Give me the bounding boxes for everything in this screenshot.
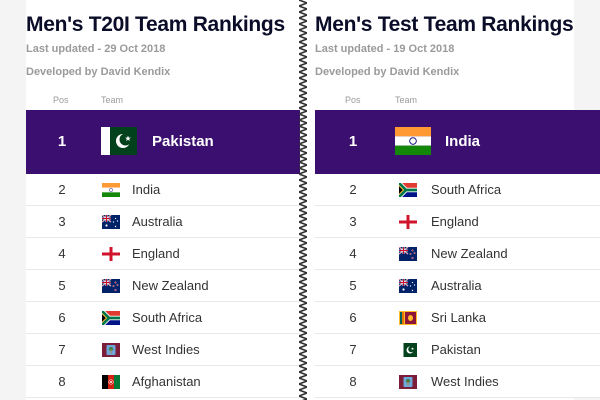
- pos-column-header: Pos: [53, 95, 69, 105]
- rank-position: 6: [349, 310, 357, 325]
- ranking-row[interactable]: 4 New Zealand: [315, 238, 600, 270]
- india-flag-icon: [102, 183, 120, 197]
- panel-divider: [299, 0, 307, 400]
- team-name: West Indies: [132, 342, 200, 357]
- rank-position: 7: [58, 342, 66, 357]
- team-name: England: [431, 214, 479, 229]
- ranking-row[interactable]: 4 England: [26, 238, 300, 270]
- team-name: Pakistan: [152, 133, 214, 150]
- team-name: India: [445, 133, 481, 150]
- south-africa-flag-icon: [397, 181, 417, 199]
- ranking-row[interactable]: 5 Australia: [315, 270, 600, 302]
- top-ranked-row[interactable]: 1 Pakistan: [26, 110, 300, 174]
- rank-position: 1: [57, 133, 67, 150]
- team-name: Afghanistan: [132, 374, 201, 389]
- team-name: West Indies: [431, 374, 499, 389]
- team-name: Australia: [132, 214, 183, 229]
- ranking-row[interactable]: 6 Sri Lanka: [315, 302, 600, 334]
- rank-position: 8: [349, 374, 357, 389]
- team-name: Australia: [431, 278, 482, 293]
- ranking-row[interactable]: 3 Australia: [26, 206, 300, 238]
- rank-position: 2: [349, 182, 357, 197]
- t20i-rankings-panel: Men's T20I Team Rankings Last updated - …: [0, 0, 300, 400]
- pos-column-header: Pos: [345, 95, 361, 105]
- team-name: Sri Lanka: [431, 310, 486, 325]
- team-column-header: Team: [395, 95, 418, 105]
- team-name: New Zealand: [132, 278, 209, 293]
- ranking-row[interactable]: 3 England: [315, 206, 600, 238]
- sri-lanka-flag-icon: [399, 311, 417, 325]
- west-indies-flag-icon: [102, 343, 120, 357]
- west-indies-flag-icon: [399, 375, 417, 389]
- rank-position: 4: [349, 246, 357, 261]
- england-flag-icon: [102, 247, 120, 261]
- rank-position: 3: [58, 214, 66, 229]
- last-updated: Last updated - 29 Oct 2018: [26, 43, 166, 55]
- south-africa-flag-icon: [100, 309, 120, 327]
- rank-position: 2: [58, 182, 66, 197]
- ranking-row[interactable]: 8 Afghanistan: [26, 366, 300, 398]
- developer-credit: Developed by David Kendix: [315, 66, 460, 78]
- pakistan-flag-icon: [399, 343, 417, 357]
- england-flag-icon: [399, 215, 417, 229]
- afghanistan-flag-icon: [102, 375, 120, 389]
- rank-position: 6: [58, 310, 66, 325]
- team-column-header: Team: [101, 95, 124, 105]
- last-updated: Last updated - 19 Oct 2018: [315, 43, 455, 55]
- australia-flag-icon: [101, 214, 120, 229]
- rank-position: 3: [349, 214, 357, 229]
- team-name: New Zealand: [431, 246, 508, 261]
- new-zealand-flag-icon: [398, 246, 417, 261]
- pakistan-flag-icon: [101, 127, 137, 155]
- team-name: South Africa: [132, 310, 203, 325]
- australia-flag-icon: [398, 278, 417, 293]
- india-flag-icon: [395, 127, 431, 155]
- rank-position: 5: [58, 278, 66, 293]
- top-ranked-row[interactable]: 1 India: [315, 110, 600, 174]
- rank-position: 5: [349, 278, 357, 293]
- ranking-row[interactable]: 8 West Indies: [315, 366, 600, 398]
- ranking-row[interactable]: 7 West Indies: [26, 334, 300, 366]
- team-name: South Africa: [431, 182, 502, 197]
- panel-title: Men's Test Team Rankings: [315, 13, 574, 36]
- team-name: India: [132, 182, 161, 197]
- ranking-row[interactable]: 2 South Africa: [315, 174, 600, 206]
- rank-position: 4: [58, 246, 66, 261]
- panel-title: Men's T20I Team Rankings: [26, 13, 285, 36]
- ranking-row[interactable]: 2 India: [26, 174, 300, 206]
- rank-position: 7: [349, 342, 357, 357]
- developer-credit: Developed by David Kendix: [26, 66, 171, 78]
- left-gutter: [0, 0, 26, 400]
- ranking-row[interactable]: 6 South Africa: [26, 302, 300, 334]
- rank-position: 1: [348, 133, 358, 150]
- ranking-row[interactable]: 7 Pakistan: [315, 334, 600, 366]
- test-rankings-panel: Men's Test Team Rankings Last updated - …: [309, 0, 600, 400]
- new-zealand-flag-icon: [101, 278, 120, 293]
- ranking-row[interactable]: 5 New Zealand: [26, 270, 300, 302]
- rank-position: 8: [58, 374, 66, 389]
- team-name: England: [132, 246, 180, 261]
- team-name: Pakistan: [431, 342, 481, 357]
